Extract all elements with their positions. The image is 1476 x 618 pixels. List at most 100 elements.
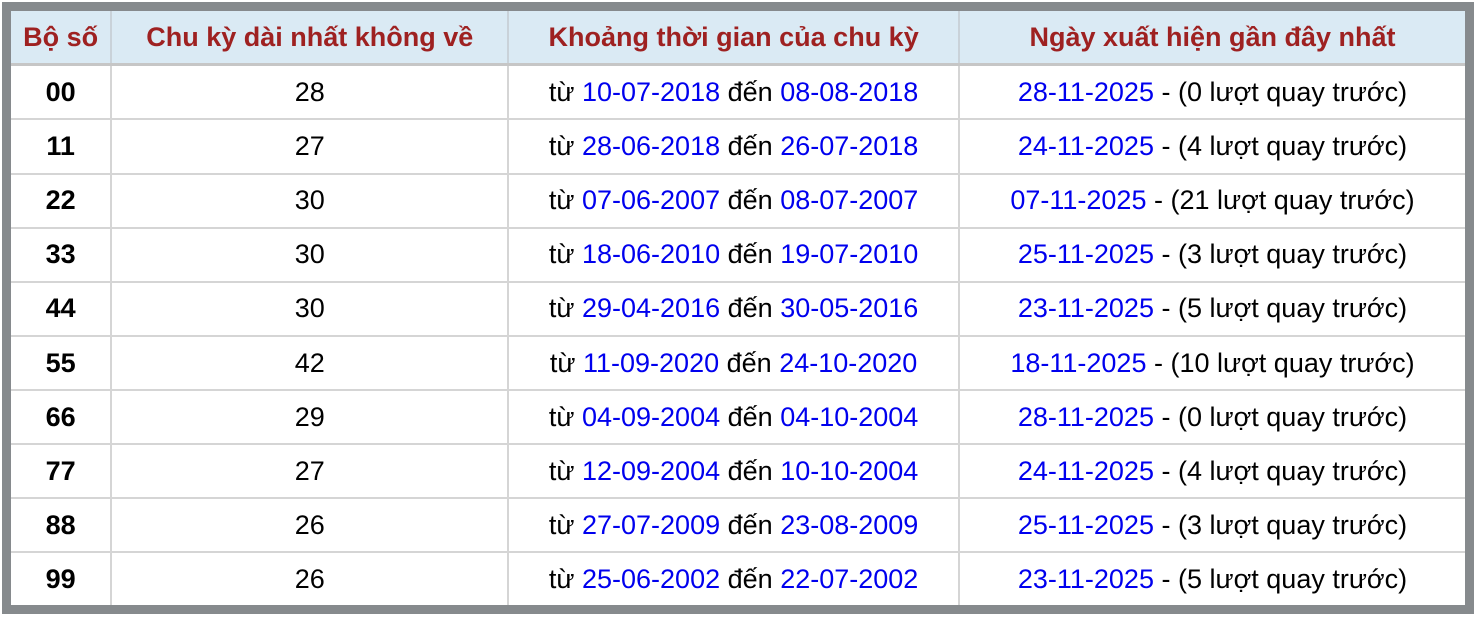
cycle-length-cell: 30 (111, 280, 510, 336)
from-date-link[interactable]: 07-06-2007 (581, 185, 721, 216)
pair-number: 99 (45, 563, 76, 594)
last-date-link[interactable]: 25-11-2025 (1017, 239, 1154, 270)
to-date-link[interactable]: 10-10-2004 (780, 455, 919, 486)
table-row: 44 30 từ 29-04-2016 đến 30-05-2016 23-11… (11, 280, 1465, 336)
dash-separator: - (1161, 509, 1171, 540)
table-row: 33 30 từ 18-06-2010 đến 19-07-2010 25-11… (11, 226, 1465, 282)
col-header-last-date: Ngày xuất hiện gần đây nhất (958, 11, 1465, 66)
from-date-link[interactable]: 25-06-2002 (581, 563, 721, 594)
from-label: từ (548, 455, 575, 486)
to-date-link[interactable]: 19-07-2010 (780, 239, 919, 270)
to-date-link[interactable]: 04-10-2004 (780, 401, 919, 432)
cycle-length-cell: 30 (111, 172, 510, 228)
to-date-link[interactable]: 30-05-2016 (780, 293, 919, 324)
from-label: từ (549, 347, 576, 378)
pair-number: 00 (45, 76, 76, 107)
draws-ago-note: (3 lượt quay trước) (1178, 509, 1408, 540)
cycle-range-cell: từ 28-06-2018 đến 26-07-2018 (508, 118, 960, 174)
cycle-range-cell: từ 27-07-2009 đến 23-08-2009 (508, 497, 960, 553)
to-label: đến (727, 509, 773, 540)
cycle-length-cell: 29 (111, 389, 510, 445)
table-row: 66 29 từ 04-09-2004 đến 04-10-2004 28-11… (11, 389, 1465, 445)
cycle-length: 42 (294, 347, 325, 378)
draws-ago-note: (3 lượt quay trước) (1178, 239, 1408, 270)
dash-separator: - (1161, 455, 1171, 486)
cycle-length-cell: 26 (111, 551, 510, 605)
draws-ago-note: (5 lượt quay trước) (1178, 563, 1408, 594)
cycle-length-cell: 30 (111, 226, 510, 282)
header-row: Bộ số Chu kỳ dài nhất không về Khoảng th… (11, 11, 1465, 66)
cycle-range-cell: từ 18-06-2010 đến 19-07-2010 (508, 226, 960, 282)
cycle-length: 27 (294, 131, 325, 161)
dash-separator: - (1161, 131, 1171, 161)
from-date-link[interactable]: 12-09-2004 (581, 455, 721, 486)
pair-number-cell: 88 (11, 497, 113, 553)
pair-number-cell: 55 (11, 334, 113, 391)
to-date-link[interactable]: 22-07-2002 (780, 563, 919, 594)
from-date-link[interactable]: 27-07-2009 (581, 509, 721, 540)
dash-separator: - (1161, 293, 1171, 324)
from-date-link[interactable]: 18-06-2010 (581, 239, 721, 270)
from-label: từ (548, 239, 575, 270)
last-appearance-cell: 23-11-2025 - (5 lượt quay trước) (958, 280, 1465, 336)
cycle-range-cell: từ 10-07-2018 đến 08-08-2018 (508, 64, 960, 120)
to-date-link[interactable]: 26-07-2018 (780, 131, 919, 161)
to-date-link[interactable]: 08-07-2007 (780, 185, 919, 216)
to-label: đến (726, 347, 772, 378)
from-date-link[interactable]: 29-04-2016 (581, 293, 721, 324)
pair-number: 77 (45, 455, 76, 486)
from-label: từ (548, 509, 575, 540)
to-date-link[interactable]: 08-08-2018 (780, 76, 919, 107)
last-appearance-cell: 18-11-2025 - (10 lượt quay trước) (958, 334, 1465, 391)
pair-number-cell: 77 (11, 443, 113, 499)
cycle-length-cell: 28 (111, 64, 510, 120)
cycle-length: 30 (294, 293, 325, 324)
last-date-link[interactable]: 25-11-2025 (1017, 509, 1154, 540)
table-body: 00 28 từ 10-07-2018 đến 08-08-2018 28-11… (11, 64, 1465, 605)
last-date-link[interactable]: 23-11-2025 (1017, 563, 1154, 594)
last-date-link[interactable]: 07-11-2025 (1010, 185, 1147, 216)
cycle-range-cell: từ 11-09-2020 đến 24-10-2020 (508, 334, 960, 391)
cycle-range-cell: từ 04-09-2004 đến 04-10-2004 (508, 389, 960, 445)
col-header-cycle: Chu kỳ dài nhất không về (111, 11, 510, 66)
last-date-link[interactable]: 18-11-2025 (1010, 347, 1147, 378)
to-label: đến (727, 131, 773, 161)
from-date-link[interactable]: 10-07-2018 (581, 76, 721, 107)
last-date-link[interactable]: 28-11-2025 (1017, 76, 1154, 107)
draws-ago-note: (10 lượt quay trước) (1170, 347, 1415, 378)
pair-number: 55 (45, 347, 76, 378)
table-row: 77 27 từ 12-09-2004 đến 10-10-2004 24-11… (11, 443, 1465, 499)
pair-number: 33 (45, 239, 76, 270)
draws-ago-note: (21 lượt quay trước) (1170, 185, 1415, 216)
table-row: 88 26 từ 27-07-2009 đến 23-08-2009 25-11… (11, 497, 1465, 553)
last-appearance-cell: 24-11-2025 - (4 lượt quay trước) (958, 443, 1465, 499)
pair-number-cell: 44 (11, 280, 113, 336)
to-date-link[interactable]: 24-10-2020 (779, 347, 918, 378)
last-appearance-cell: 23-11-2025 - (5 lượt quay trước) (958, 551, 1465, 605)
cycle-range-cell: từ 29-04-2016 đến 30-05-2016 (508, 280, 960, 336)
from-date-link[interactable]: 11-09-2020 (583, 347, 720, 378)
dash-separator: - (1161, 401, 1171, 432)
pair-number-cell: 22 (11, 172, 113, 228)
to-label: đến (727, 185, 773, 216)
last-appearance-cell: 25-11-2025 - (3 lượt quay trước) (958, 226, 1465, 282)
from-label: từ (548, 76, 575, 107)
last-date-link[interactable]: 24-11-2025 (1017, 131, 1154, 161)
cycle-length-cell: 26 (111, 497, 510, 553)
cycle-length: 30 (294, 239, 325, 270)
last-date-link[interactable]: 23-11-2025 (1017, 293, 1154, 324)
from-label: từ (548, 185, 575, 216)
last-date-link[interactable]: 24-11-2025 (1017, 455, 1154, 486)
to-date-link[interactable]: 23-08-2009 (780, 509, 919, 540)
from-date-link[interactable]: 28-06-2018 (581, 131, 721, 161)
last-date-link[interactable]: 28-11-2025 (1017, 401, 1154, 432)
pair-number: 88 (45, 509, 76, 540)
draws-ago-note: (0 lượt quay trước) (1178, 76, 1408, 107)
draws-ago-note: (4 lượt quay trước) (1178, 131, 1408, 161)
pair-number: 11 (46, 131, 75, 161)
dash-separator: - (1161, 239, 1171, 270)
from-date-link[interactable]: 04-09-2004 (581, 401, 721, 432)
from-label: từ (548, 401, 575, 432)
